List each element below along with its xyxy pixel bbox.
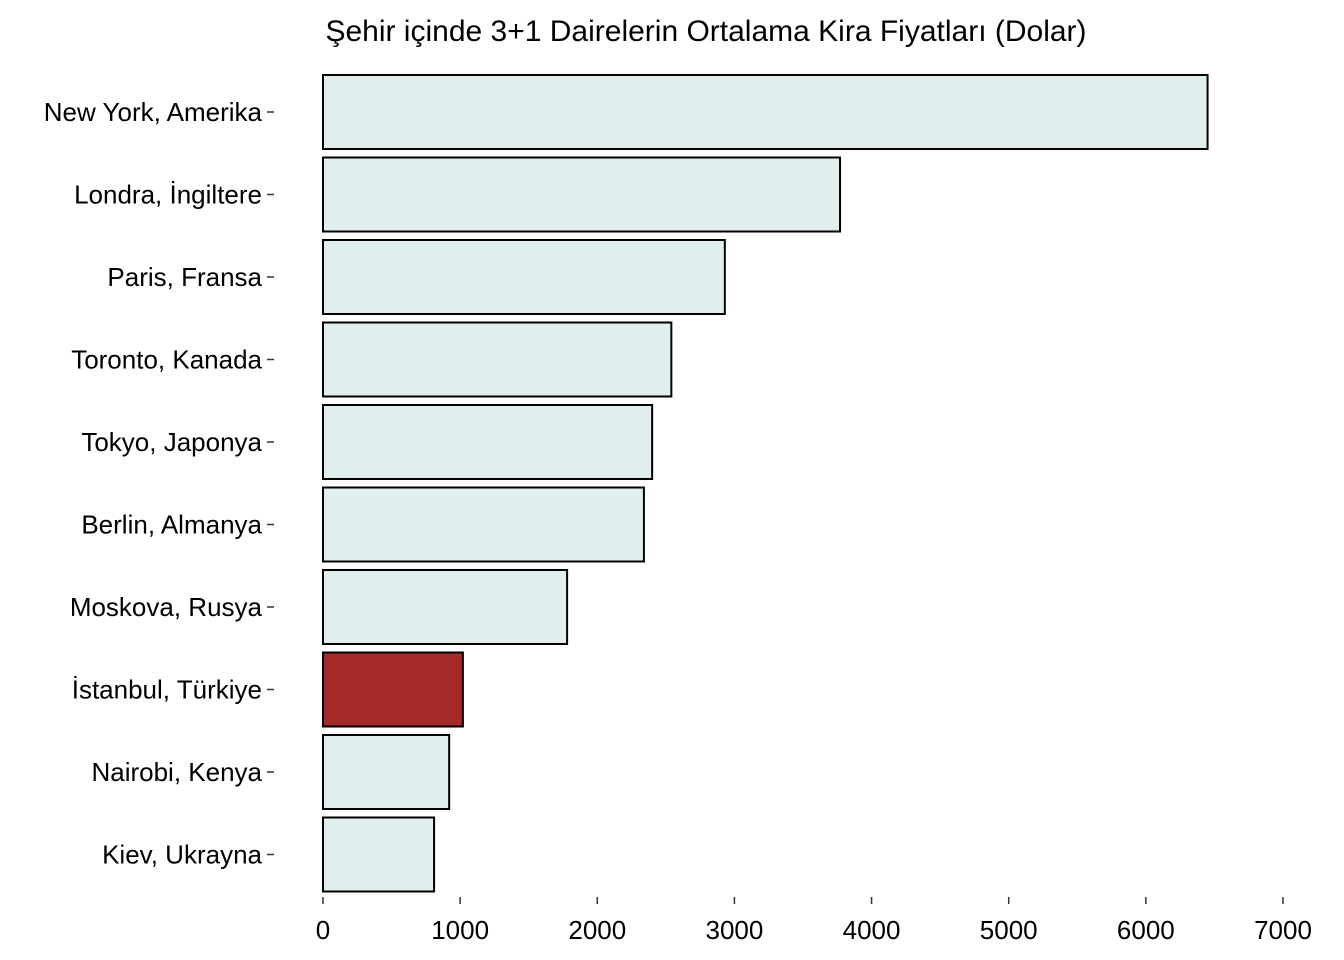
x-tick-label-7: 7000 xyxy=(1254,915,1312,945)
bar-4 xyxy=(322,404,654,480)
x-tick-label-1: 1000 xyxy=(431,915,489,945)
bar-5 xyxy=(322,486,645,563)
category-label-7: İstanbul, Türkiye xyxy=(72,675,262,705)
category-label-9: Kiev, Ukrayna xyxy=(102,840,262,870)
bar-2 xyxy=(322,239,726,315)
bar-3 xyxy=(322,321,673,398)
x-tick-label-6: 6000 xyxy=(1117,915,1175,945)
category-label-5: Berlin, Almanya xyxy=(81,510,262,540)
bar-7 xyxy=(322,651,464,728)
category-label-3: Toronto, Kanada xyxy=(71,345,262,375)
x-tick-label-2: 2000 xyxy=(568,915,626,945)
x-tick-label-5: 5000 xyxy=(980,915,1038,945)
bar-1 xyxy=(322,156,842,233)
category-label-8: Nairobi, Kenya xyxy=(91,757,262,787)
x-tick-label-4: 4000 xyxy=(843,915,901,945)
bars xyxy=(322,74,1209,893)
x-axis: 0 1000 2000 3000 4000 5000 6000 7000 xyxy=(316,897,1312,945)
bar-9 xyxy=(322,816,436,893)
x-tick-label-3: 3000 xyxy=(706,915,764,945)
category-labels: New York, Amerika Londra, İngiltere Paris,… xyxy=(44,97,274,870)
category-label-6: Moskova, Rusya xyxy=(70,592,263,622)
x-tick-label-0: 0 xyxy=(316,915,330,945)
category-label-0: New York, Amerika xyxy=(44,97,263,127)
category-label-1: Londra, İngiltere xyxy=(74,180,262,210)
category-label-4: Tokyo, Japonya xyxy=(81,427,262,457)
category-label-2: Paris, Fransa xyxy=(107,262,262,292)
chart-title: Şehir içinde 3+1 Dairelerin Ortalama Kir… xyxy=(325,15,1086,48)
bar-0 xyxy=(322,74,1209,150)
bar-8 xyxy=(322,734,451,810)
bar-6 xyxy=(322,569,569,645)
